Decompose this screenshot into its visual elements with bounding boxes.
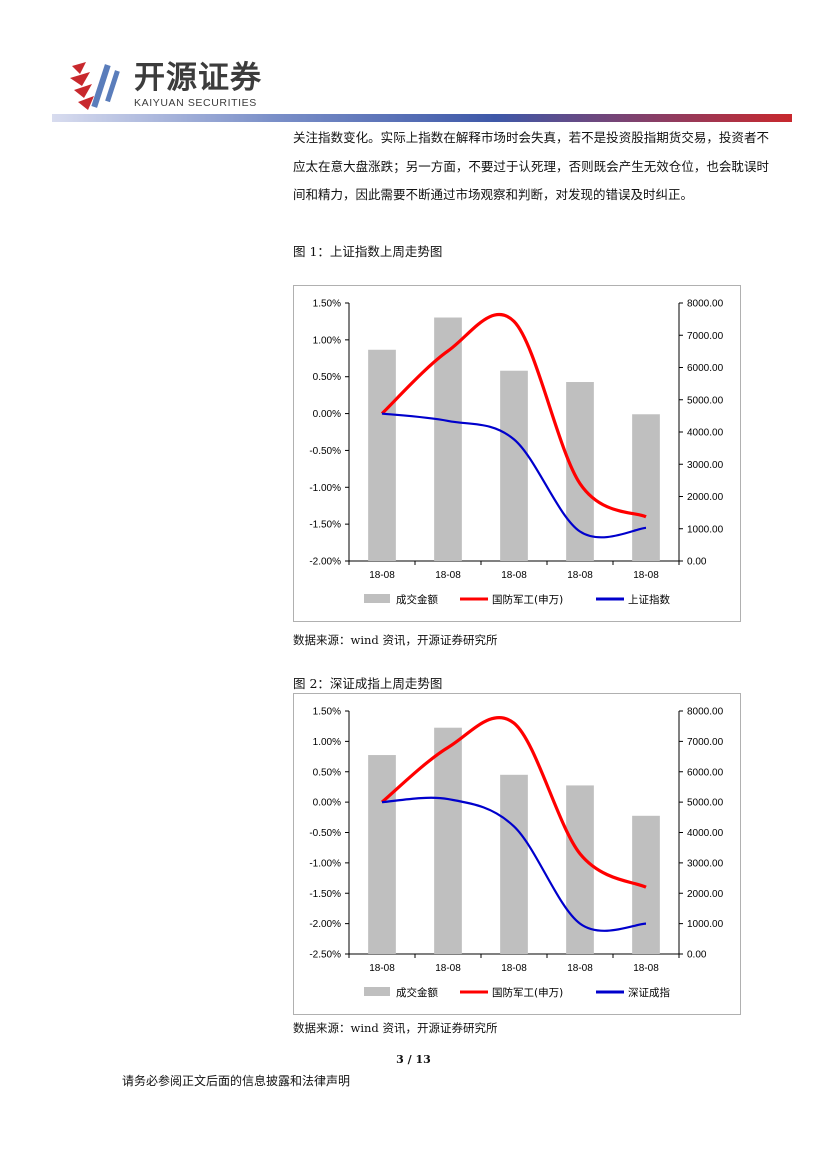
chart-1-left-tick-label: 1.50% xyxy=(313,299,341,310)
chart-2-right-tick-label: 7000.00 xyxy=(687,737,724,748)
chart-2-bar xyxy=(500,774,528,954)
chart-2-left-tick-label: -2.00% xyxy=(309,919,341,930)
chart-2-left-tick-label: -2.50% xyxy=(309,950,341,961)
chart-1-series-line-2 xyxy=(381,412,647,539)
chart-1-x-tick-label: 18-08 xyxy=(567,570,593,581)
chart-2-left-tick-label: -1.50% xyxy=(309,889,341,900)
chart-2-left-tick-label: 1.00% xyxy=(313,737,341,748)
chart-2-x-tick-label: 18-08 xyxy=(369,963,395,974)
chart-1-right-tick-label: 2000.00 xyxy=(687,492,724,503)
chart-1-left-tick-label: -1.00% xyxy=(309,483,341,494)
figure-1-source: 数据来源：wind 资讯，开源证券研究所 xyxy=(293,633,498,647)
chart-1-left-tick-label: 0.50% xyxy=(313,372,341,383)
chart-1-bar xyxy=(632,414,660,561)
chart-2-right-tick-label: 2000.00 xyxy=(687,889,724,900)
chart-2-right-tick-label: 3000.00 xyxy=(687,858,724,869)
chart-2-x-tick-label: 18-08 xyxy=(633,963,659,974)
chart-1: 1.50% 1.00% 0.50% 0.00% -0.50% -1.00% -1.50% -2… xyxy=(293,285,741,622)
chart-1-left-tick-label: 1.00% xyxy=(313,335,341,346)
chart-2: 1.50% 1.00% 0.50% 0.00% -0.50% -1.00% -1.50% -2… xyxy=(293,693,741,1015)
logo-english-name: KAIYUAN SECURITIES xyxy=(134,97,257,109)
figure-1-title: 图 1：上证指数上周走势图 xyxy=(293,244,443,259)
chart-1-bar xyxy=(566,382,594,561)
chart-1-x-tick-label: 18-08 xyxy=(369,570,395,581)
chart-1-left-tick-label: -1.50% xyxy=(309,520,341,531)
chart-2-left-tick-label: 0.00% xyxy=(313,798,341,809)
chart-2-legend-swatch xyxy=(364,987,390,996)
chart-1-x-tick-label: 18-08 xyxy=(501,570,527,581)
chart-1-right-tick-label: 6000.00 xyxy=(687,363,724,374)
chart-1-right-tick-label: 0.00 xyxy=(687,557,707,568)
chart-2-legend-label: 国防军工(申万) xyxy=(492,986,563,999)
chart-2-x-tick-label: 18-08 xyxy=(501,963,527,974)
header-divider xyxy=(52,114,792,122)
chart-1-legend-label: 国防军工(申万) xyxy=(492,593,563,606)
chart-2-bar xyxy=(368,755,396,954)
chart-2-series-line-2 xyxy=(381,796,647,932)
chart-1-right-tick-label: 8000.00 xyxy=(687,299,724,310)
chart-1-legend-label: 成交金额 xyxy=(396,593,438,606)
chart-1-x-tick-label: 18-08 xyxy=(435,570,461,581)
chart-2-right-tick-label: 4000.00 xyxy=(687,828,724,839)
figure-2-source: 数据来源：wind 资讯，开源证券研究所 xyxy=(293,1021,498,1035)
chart-2-bar xyxy=(566,785,594,954)
page-header: 开源证券 KAIYUAN SECURITIES xyxy=(0,0,827,125)
chart-2-svg: 1.50% 1.00% 0.50% 0.00% -0.50% -1.00% -1.50% -2… xyxy=(309,707,724,1000)
page-number: 3 / 13 xyxy=(396,1053,431,1066)
chart-1-left-tick-label: -0.50% xyxy=(309,446,341,457)
chart-1-right-tick-label: 4000.00 xyxy=(687,428,724,439)
chart-1-right-tick-label: 7000.00 xyxy=(687,331,724,342)
chart-2-left-tick-label: 0.50% xyxy=(313,767,341,778)
chart-2-legend-label: 深证成指 xyxy=(628,986,670,999)
chart-1-left-tick-label: 0.00% xyxy=(313,409,341,420)
chart-2-left-tick-label: -0.50% xyxy=(309,828,341,839)
chart-2-right-tick-label: 1000.00 xyxy=(687,919,724,930)
figure-2-title: 图 2：深证成指上周走势图 xyxy=(293,676,443,691)
chart-1-bar xyxy=(500,370,528,561)
chart-2-series-line-1 xyxy=(380,716,647,889)
chart-1-left-tick-label: -2.00% xyxy=(309,557,341,568)
chart-2-bar xyxy=(434,727,462,954)
chart-2-x-tick-label: 18-08 xyxy=(435,963,461,974)
chart-2-left-tick-label: 1.50% xyxy=(313,707,341,718)
kaiyuan-logo-icon xyxy=(70,62,120,110)
logo-chinese-name: 开源证券 xyxy=(134,60,262,96)
chart-1-svg: 1.50% 1.00% 0.50% 0.00% -0.50% -1.00% -1.50% -2… xyxy=(309,299,724,607)
chart-1-series-line-1 xyxy=(380,313,647,519)
chart-2-legend-label: 成交金额 xyxy=(396,986,438,999)
chart-2-right-tick-label: 5000.00 xyxy=(687,798,724,809)
chart-1-right-tick-label: 3000.00 xyxy=(687,460,724,471)
disclaimer-text: 请务必参阅正文后面的信息披露和法律声明 xyxy=(122,1074,351,1088)
chart-1-x-tick-label: 18-08 xyxy=(633,570,659,581)
body-paragraph: 关注指数变化。实际上指数在解释市场时会失真，若不是投资股指期货交易，投资者不应太… xyxy=(293,130,769,202)
chart-2-right-tick-label: 0.00 xyxy=(687,950,707,961)
chart-1-legend-label: 上证指数 xyxy=(628,593,670,606)
chart-1-bar xyxy=(368,349,396,561)
chart-2-left-tick-label: -1.00% xyxy=(309,858,341,869)
chart-1-right-tick-label: 5000.00 xyxy=(687,395,724,406)
chart-1-legend-swatch xyxy=(364,594,390,603)
chart-2-right-tick-label: 6000.00 xyxy=(687,767,724,778)
chart-1-bar xyxy=(434,317,462,561)
chart-1-right-tick-label: 1000.00 xyxy=(687,524,724,535)
chart-2-x-tick-label: 18-08 xyxy=(567,963,593,974)
chart-2-right-tick-label: 8000.00 xyxy=(687,707,724,718)
